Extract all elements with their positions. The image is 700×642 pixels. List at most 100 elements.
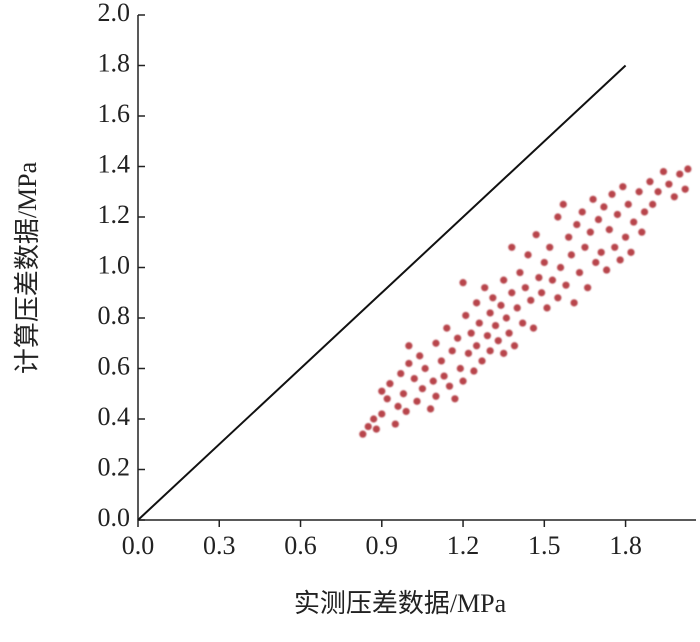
data-point xyxy=(481,284,489,292)
reference-line xyxy=(137,64,627,521)
x-tick-label: 1.8 xyxy=(609,531,642,560)
data-point xyxy=(464,349,473,357)
data-point xyxy=(578,208,586,216)
data-point xyxy=(386,380,394,388)
data-point xyxy=(627,248,635,256)
data-point xyxy=(649,200,657,208)
data-point xyxy=(497,301,505,309)
data-point xyxy=(486,347,494,355)
data-point xyxy=(638,228,646,236)
data-point xyxy=(372,425,380,433)
data-point xyxy=(491,321,500,330)
data-point xyxy=(575,268,584,277)
data-point xyxy=(508,243,516,251)
data-point xyxy=(448,347,456,355)
data-point xyxy=(559,200,567,208)
data-point xyxy=(451,395,459,403)
data-point xyxy=(535,274,543,282)
data-point xyxy=(592,258,600,267)
data-point xyxy=(538,289,546,297)
data-point xyxy=(527,296,535,304)
data-point xyxy=(676,170,684,178)
data-point xyxy=(410,375,418,383)
data-point xyxy=(440,372,448,380)
data-point xyxy=(640,208,649,216)
y-tick-label: 1.6 xyxy=(98,99,131,128)
data-point xyxy=(630,218,638,226)
data-point xyxy=(502,314,510,322)
data-point xyxy=(594,215,603,224)
y-tick-label: 2.0 xyxy=(98,0,131,27)
data-point xyxy=(399,390,408,398)
data-point xyxy=(635,188,643,196)
data-point xyxy=(521,284,529,292)
y-tick-label: 0.6 xyxy=(98,351,131,380)
data-point xyxy=(670,193,678,201)
data-point xyxy=(600,203,608,211)
data-point xyxy=(573,220,581,229)
data-point xyxy=(654,188,662,196)
data-point xyxy=(621,233,630,241)
data-point xyxy=(364,422,372,431)
y-axis-label: 计算压差数据/MPa xyxy=(13,161,42,374)
data-point xyxy=(581,243,589,251)
data-point xyxy=(378,410,386,418)
data-point xyxy=(486,309,494,317)
data-point xyxy=(505,329,513,337)
y-tick-label: 0.2 xyxy=(98,452,131,481)
data-point xyxy=(608,190,616,198)
data-point xyxy=(519,319,527,327)
data-point xyxy=(397,369,405,378)
data-point xyxy=(548,276,557,284)
data-point xyxy=(565,233,573,241)
data-point xyxy=(437,357,445,365)
data-point xyxy=(370,415,378,423)
data-point xyxy=(459,377,467,385)
data-point xyxy=(402,407,410,416)
data-point xyxy=(540,258,548,267)
data-point xyxy=(508,289,516,297)
data-point xyxy=(543,304,551,312)
data-point xyxy=(554,294,562,302)
data-point xyxy=(562,281,570,289)
data-point xyxy=(483,332,492,340)
data-point xyxy=(391,420,399,428)
data-point xyxy=(556,263,565,272)
data-point xyxy=(510,342,519,350)
x-tick-label: 0.0 xyxy=(122,531,155,560)
data-point xyxy=(489,294,497,302)
data-point xyxy=(603,266,611,274)
data-point xyxy=(665,180,673,188)
data-point xyxy=(681,185,689,193)
data-point xyxy=(462,311,470,320)
data-point xyxy=(659,167,668,176)
data-point xyxy=(421,364,429,373)
y-tick-label: 1.2 xyxy=(98,200,131,229)
x-tick-label: 1.2 xyxy=(447,531,480,560)
x-tick-label: 0.6 xyxy=(284,531,317,560)
data-point xyxy=(494,337,502,345)
data-point xyxy=(646,178,654,186)
x-tick-label: 1.5 xyxy=(528,531,561,560)
y-tick-label: 1.8 xyxy=(98,48,131,77)
y-tick-label: 1.0 xyxy=(98,250,131,279)
data-point xyxy=(429,377,437,385)
x-tick-label: 0.9 xyxy=(366,531,399,560)
data-point xyxy=(418,385,427,393)
x-axis-label: 实测压差数据/MPa xyxy=(294,589,507,618)
data-point xyxy=(475,319,483,327)
data-point xyxy=(432,339,440,347)
data-point xyxy=(500,349,508,357)
data-point xyxy=(619,183,627,191)
x-tick-label: 0.3 xyxy=(203,531,236,560)
data-point xyxy=(570,299,578,307)
data-point xyxy=(584,284,592,292)
data-point xyxy=(454,334,462,342)
data-point xyxy=(359,430,367,438)
data-point xyxy=(605,226,613,234)
data-point xyxy=(546,243,554,251)
data-point xyxy=(516,268,524,277)
data-point xyxy=(378,387,386,395)
data-point xyxy=(624,200,632,208)
